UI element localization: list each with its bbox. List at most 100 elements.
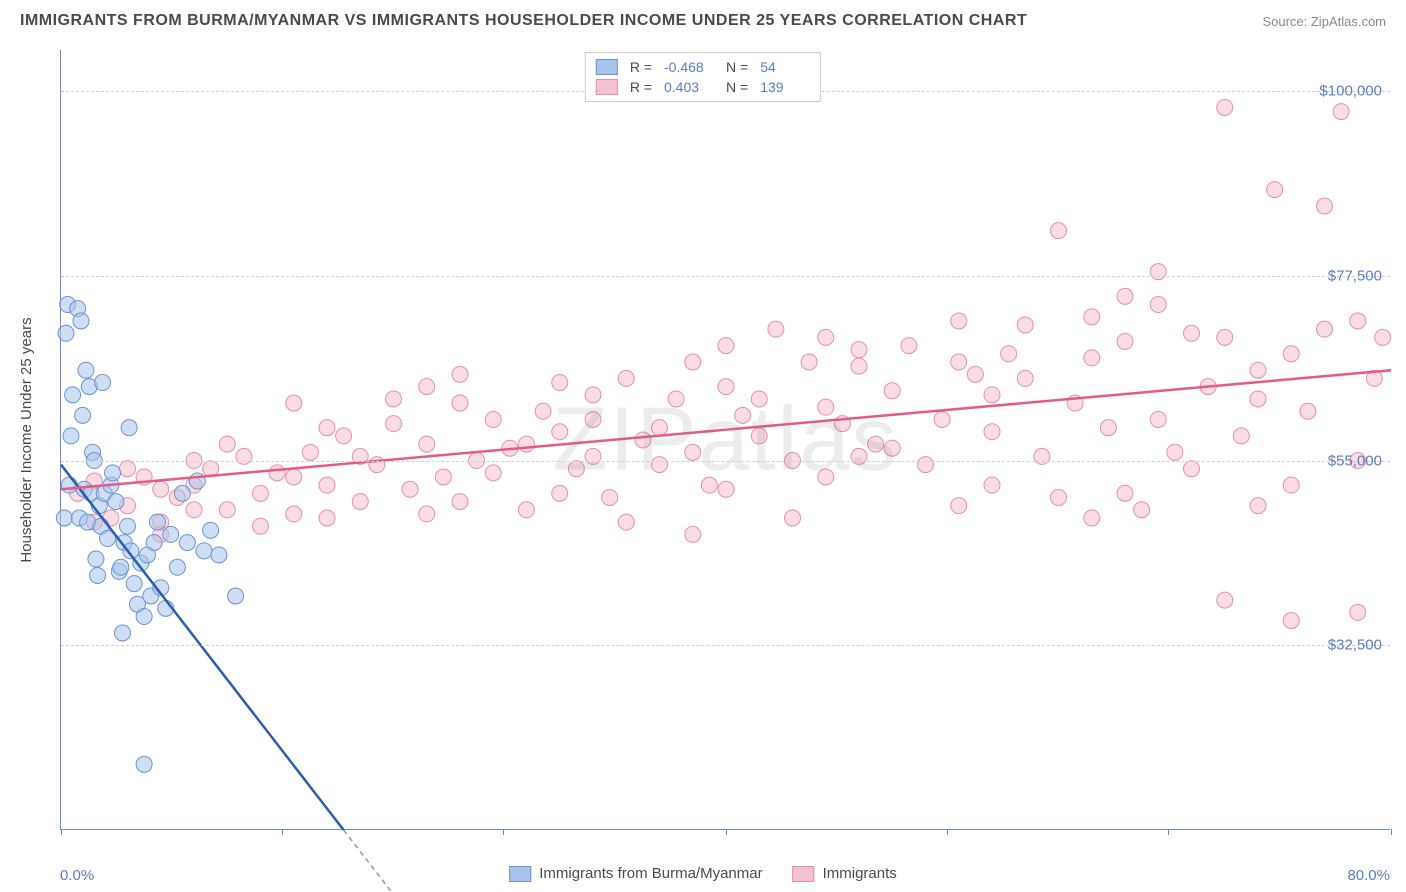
scatter-point: [602, 489, 618, 505]
scatter-point: [1317, 321, 1333, 337]
x-tick: [61, 829, 62, 835]
scatter-point: [253, 485, 269, 501]
scatter-point: [78, 362, 94, 378]
scatter-point: [568, 461, 584, 477]
scatter-point: [1184, 325, 1200, 341]
chart-plot-area: ZIPatlas $32,500$55,000$77,500$100,000: [60, 50, 1390, 830]
scatter-point: [1267, 182, 1283, 198]
scatter-point: [552, 424, 568, 440]
scatter-point: [652, 420, 668, 436]
scatter-point: [1100, 420, 1116, 436]
scatter-point: [286, 506, 302, 522]
scatter-point: [851, 342, 867, 358]
scatter-point: [108, 494, 124, 510]
scatter-point: [768, 321, 784, 337]
scatter-point: [951, 354, 967, 370]
scatter-point: [884, 440, 900, 456]
scatter-point: [1117, 333, 1133, 349]
scatter-point: [120, 518, 136, 534]
scatter-point: [1375, 329, 1391, 345]
scatter-point: [236, 448, 252, 464]
x-tick: [1168, 829, 1169, 835]
series-legend-label: Immigrants: [823, 865, 897, 882]
scatter-point: [635, 432, 651, 448]
scatter-point: [818, 329, 834, 345]
scatter-point: [1317, 198, 1333, 214]
scatter-point: [785, 510, 801, 526]
n-label: N =: [726, 79, 748, 95]
scatter-point: [1250, 391, 1266, 407]
scatter-point: [951, 313, 967, 329]
scatter-point: [136, 609, 152, 625]
scatter-point: [618, 370, 634, 386]
scatter-point: [1084, 309, 1100, 325]
scatter-point: [319, 477, 335, 493]
chart-title: IMMIGRANTS FROM BURMA/MYANMAR VS IMMIGRA…: [20, 12, 1027, 30]
scatter-point: [121, 420, 137, 436]
scatter-point: [718, 338, 734, 354]
scatter-point: [1150, 297, 1166, 313]
scatter-point: [369, 457, 385, 473]
scatter-point: [63, 428, 79, 444]
scatter-plot-svg: [61, 50, 1390, 829]
scatter-point: [1300, 403, 1316, 419]
correlation-legend-row: R =0.403N =139: [596, 77, 810, 97]
scatter-point: [149, 514, 165, 530]
scatter-point: [203, 522, 219, 538]
scatter-point: [211, 547, 227, 563]
legend-swatch: [596, 79, 618, 95]
scatter-point: [818, 399, 834, 415]
scatter-point: [88, 551, 104, 567]
scatter-point: [419, 436, 435, 452]
scatter-point: [153, 481, 169, 497]
scatter-point: [1084, 350, 1100, 366]
scatter-point: [1034, 448, 1050, 464]
series-legend: Immigrants from Burma/MyanmarImmigrants: [509, 865, 897, 882]
scatter-point: [352, 494, 368, 510]
scatter-point: [452, 366, 468, 382]
n-value: 139: [760, 79, 810, 95]
scatter-point: [179, 535, 195, 551]
scatter-point: [1150, 411, 1166, 427]
x-tick: [726, 829, 727, 835]
scatter-point: [302, 444, 318, 460]
scatter-point: [585, 448, 601, 464]
scatter-point: [286, 469, 302, 485]
gridline: [61, 276, 1390, 277]
scatter-point: [1117, 288, 1133, 304]
scatter-point: [585, 387, 601, 403]
scatter-point: [73, 313, 89, 329]
scatter-point: [336, 428, 352, 444]
r-value: -0.468: [664, 59, 714, 75]
x-min-label: 0.0%: [60, 867, 94, 884]
scatter-point: [319, 510, 335, 526]
scatter-point: [58, 325, 74, 341]
scatter-point: [751, 428, 767, 444]
scatter-point: [918, 457, 934, 473]
scatter-point: [452, 494, 468, 510]
scatter-point: [146, 535, 162, 551]
x-tick: [1391, 829, 1392, 835]
correlation-legend-box: R =-0.468N =54R =0.403N =139: [585, 52, 821, 102]
legend-swatch: [509, 866, 531, 882]
scatter-point: [1184, 461, 1200, 477]
scatter-point: [1217, 592, 1233, 608]
scatter-point: [1250, 362, 1266, 378]
scatter-point: [984, 477, 1000, 493]
scatter-point: [90, 567, 106, 583]
scatter-point: [61, 477, 77, 493]
scatter-point: [269, 465, 285, 481]
scatter-point: [685, 444, 701, 460]
scatter-point: [718, 481, 734, 497]
scatter-point: [56, 510, 72, 526]
scatter-point: [1333, 104, 1349, 120]
scatter-point: [1283, 613, 1299, 629]
correlation-legend-row: R =-0.468N =54: [596, 57, 810, 77]
scatter-point: [1150, 264, 1166, 280]
n-value: 54: [760, 59, 810, 75]
scatter-point: [105, 465, 121, 481]
scatter-point: [126, 576, 142, 592]
scatter-point: [75, 407, 91, 423]
source-attribution: Source: ZipAtlas.com: [1262, 14, 1386, 29]
scatter-point: [685, 526, 701, 542]
